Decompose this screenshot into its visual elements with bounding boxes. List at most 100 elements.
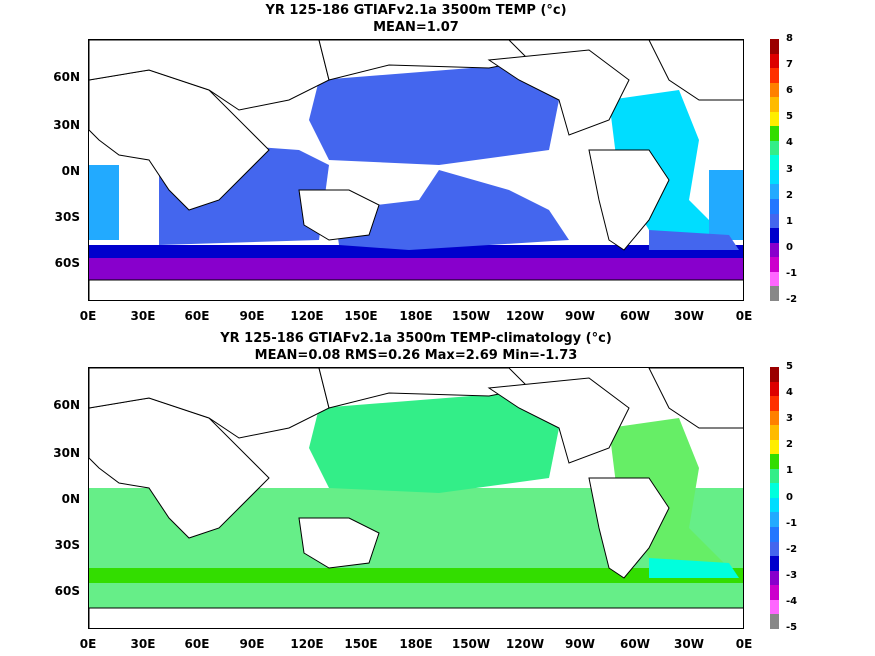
bottom-lon-label: 0E (735, 637, 753, 651)
land-top (89, 40, 743, 251)
bottom-colorbar (770, 367, 779, 629)
top-lon-label: 30W (674, 309, 704, 323)
colorbar-swatch (770, 257, 779, 272)
top-lat-label: 30S (54, 210, 80, 224)
bottom-lon-label: 0E (79, 637, 97, 651)
bottom-lon-label: 30W (674, 637, 704, 651)
bottom-cbar-label: 3 (786, 413, 793, 424)
bottom-lon-label: 180E (399, 637, 433, 651)
top-map (88, 39, 744, 301)
top-cbar-label: 7 (786, 59, 793, 70)
bottom-map (88, 367, 744, 629)
bottom-cbar-label: 5 (786, 361, 793, 372)
bottom-lon-label: 90E (239, 637, 265, 651)
colorbar-swatch (770, 381, 779, 397)
bottom-cbar-label: -5 (786, 622, 798, 633)
ocean-field-bottom (89, 393, 743, 608)
antarctica-bottom (89, 607, 743, 628)
bottom-cbar-label: 1 (786, 465, 793, 476)
top-panel-title: YR 125-186 GTIAFv2.1a 3500m TEMP (°c) (265, 3, 567, 18)
colorbar-swatch (770, 439, 779, 455)
colorbar-swatch (770, 425, 779, 440)
colorbar-swatch (770, 570, 779, 586)
bottom-cbar-label: -4 (786, 596, 798, 607)
top-lat-label: 30N (53, 118, 80, 132)
bottom-lon-label: 30E (130, 637, 156, 651)
bottom-lat-label: 30S (54, 538, 80, 552)
top-lon-label: 0E (79, 309, 97, 323)
colorbar-swatch (770, 126, 779, 141)
colorbar-swatch (770, 396, 779, 411)
bottom-lon-label: 150W (451, 637, 491, 651)
top-lon-label: 180E (399, 309, 433, 323)
colorbar-swatch (770, 228, 779, 243)
colorbar-swatch (770, 242, 779, 258)
top-cbar-label: 1 (786, 216, 793, 227)
top-lon-label: 60E (184, 309, 210, 323)
bottom-cbar-label: -3 (786, 570, 798, 581)
colorbar-swatch (770, 111, 779, 127)
bottom-cbar-label: 4 (786, 387, 793, 398)
bottom-lat-label: 0N (61, 492, 80, 506)
top-cbar-label: 2 (786, 190, 793, 201)
top-cbar-label: 3 (786, 164, 793, 175)
top-lon-label: 120W (505, 309, 545, 323)
bottom-lat-label: 30N (53, 446, 80, 460)
colorbar-swatch (770, 53, 779, 69)
antarctica-top (89, 279, 743, 300)
bottom-lon-label: 120E (290, 637, 324, 651)
top-cbar-label: -1 (786, 268, 798, 279)
colorbar-swatch (770, 454, 779, 469)
bottom-cbar-label: -2 (786, 544, 798, 555)
top-cbar-label: 0 (786, 242, 793, 253)
top-lon-label: 120E (290, 309, 324, 323)
bottom-lat-label: 60N (53, 398, 80, 412)
top-lon-label: 60W (620, 309, 650, 323)
colorbar-swatch (770, 410, 779, 426)
colorbar-swatch (770, 271, 779, 287)
colorbar-swatch (770, 68, 779, 83)
colorbar-swatch (770, 184, 779, 200)
colorbar-swatch (770, 468, 779, 484)
colorbar-swatch (770, 483, 779, 498)
top-lon-label: 90W (565, 309, 595, 323)
bottom-lon-label: 90W (565, 637, 595, 651)
colorbar-swatch (770, 286, 779, 301)
colorbar-swatch (770, 527, 779, 542)
top-cbar-label: -2 (786, 294, 798, 305)
top-lon-label: 150E (344, 309, 378, 323)
top-panel-mean: MEAN=1.07 (373, 20, 459, 35)
bottom-cbar-label: 0 (786, 492, 793, 503)
top-cbar-label: 4 (786, 137, 793, 148)
bottom-cbar-label: -1 (786, 518, 798, 529)
top-cbar-label: 8 (786, 33, 793, 44)
colorbar-swatch (770, 614, 779, 629)
top-lon-label: 150W (451, 309, 491, 323)
bottom-panel-stats: MEAN=0.08 RMS=0.26 Max=2.69 Min=-1.73 (254, 348, 578, 363)
colorbar-swatch (770, 541, 779, 557)
colorbar-swatch (770, 155, 779, 170)
colorbar-swatch (770, 585, 779, 600)
colorbar-swatch (770, 82, 779, 98)
top-lat-label: 60N (53, 70, 80, 84)
colorbar-swatch (770, 199, 779, 214)
bottom-lon-label: 60E (184, 637, 210, 651)
colorbar-swatch (770, 140, 779, 156)
colorbar-swatch (770, 556, 779, 571)
top-lon-label: 90E (239, 309, 265, 323)
bottom-lon-label: 120W (505, 637, 545, 651)
bottom-lon-label: 150E (344, 637, 378, 651)
colorbar-swatch (770, 169, 779, 185)
bottom-panel-title: YR 125-186 GTIAFv2.1a 3500m TEMP-climato… (220, 331, 612, 346)
colorbar-swatch (770, 39, 779, 54)
top-lat-label: 0N (61, 164, 80, 178)
top-cbar-label: 5 (786, 111, 793, 122)
colorbar-swatch (770, 497, 779, 513)
colorbar-swatch (770, 367, 779, 382)
top-lon-label: 0E (735, 309, 753, 323)
colorbar-swatch (770, 512, 779, 528)
top-map-svg (89, 40, 743, 300)
bottom-cbar-label: 2 (786, 439, 793, 450)
bottom-map-svg (89, 368, 743, 628)
colorbar-swatch (770, 213, 779, 229)
